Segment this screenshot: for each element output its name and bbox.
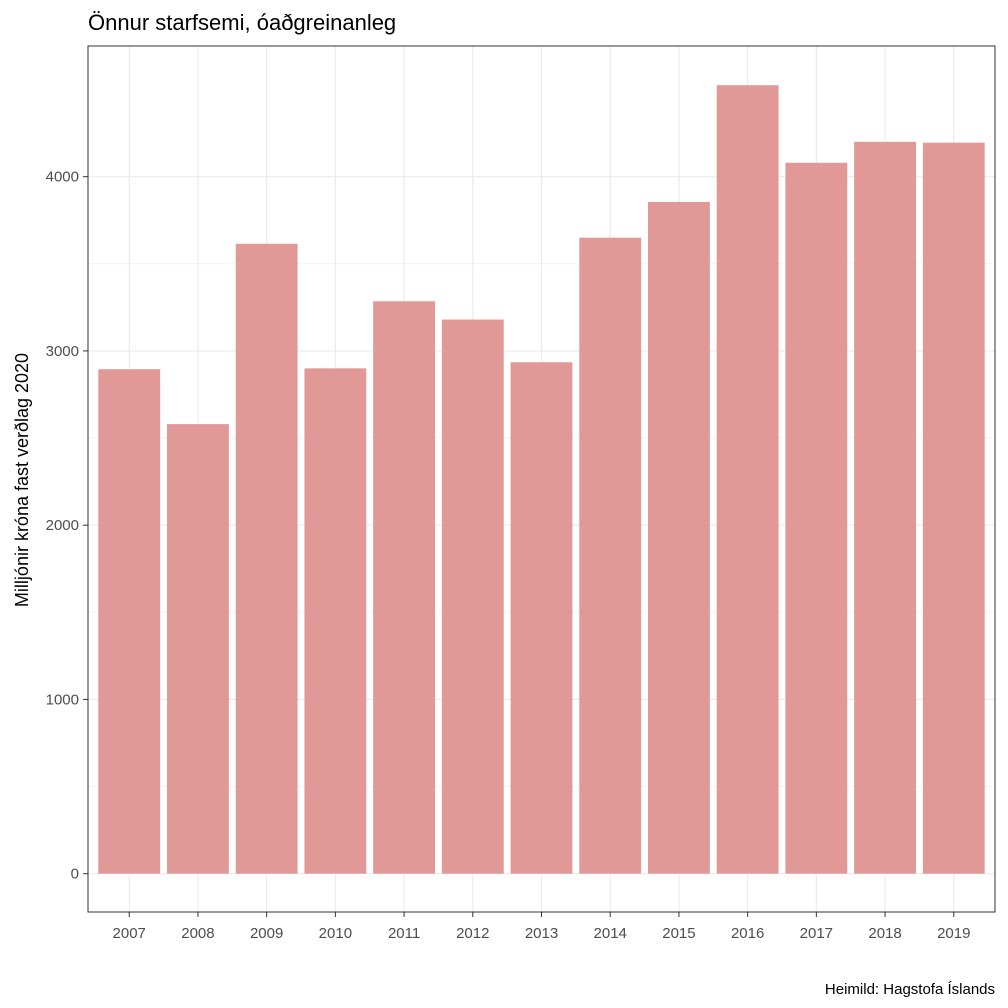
bar-2008 [167,424,229,874]
bar-2016 [716,85,779,874]
bar-2007 [98,369,161,874]
x-tick-label: 2009 [250,925,283,942]
bar-2019 [922,142,985,874]
bar-2012 [441,319,504,874]
x-tick-label: 2016 [731,925,764,942]
x-tick-label: 2008 [181,925,214,942]
y-tick-label: 2000 [46,517,79,534]
x-tick-label: 2015 [662,925,695,942]
x-tick-label: 2012 [456,925,489,942]
x-tick-label: 2010 [319,925,352,942]
x-tick-label: 2011 [388,925,420,942]
y-tick-label: 4000 [46,169,79,186]
bar-2013 [510,362,573,874]
y-axis-label: Milljónir króna fast verðlag 2020 [12,353,32,607]
x-tick-label: 2019 [937,925,970,942]
x-tick-label: 2014 [594,925,627,942]
bar-2011 [373,301,435,874]
x-tick-label: 2018 [868,925,901,942]
y-tick-label: 1000 [46,691,79,708]
x-tick-label: 2013 [525,925,558,942]
y-tick-label: 3000 [46,343,79,360]
bar-2017 [785,162,848,874]
x-tick-label: 2017 [800,925,833,942]
x-tick-label: 2007 [113,925,146,942]
bar-2014 [579,237,642,874]
x-axis: 2007 2008 2009 2010 2011 2012 2013 2014 2015 2016… [113,912,970,942]
chart-title: Önnur starfsemi, óaðgreinanleg [88,10,396,35]
y-axis: 0 1000 2000 3000 4000 [46,169,88,883]
bar-2009 [235,243,298,874]
bars [98,85,985,874]
bar-2015 [648,201,710,874]
source-caption: Heimild: Hagstofa Íslands [825,981,995,998]
y-tick-label: 0 [71,866,79,883]
bar-2018 [854,141,916,874]
bar-2010 [304,368,367,874]
